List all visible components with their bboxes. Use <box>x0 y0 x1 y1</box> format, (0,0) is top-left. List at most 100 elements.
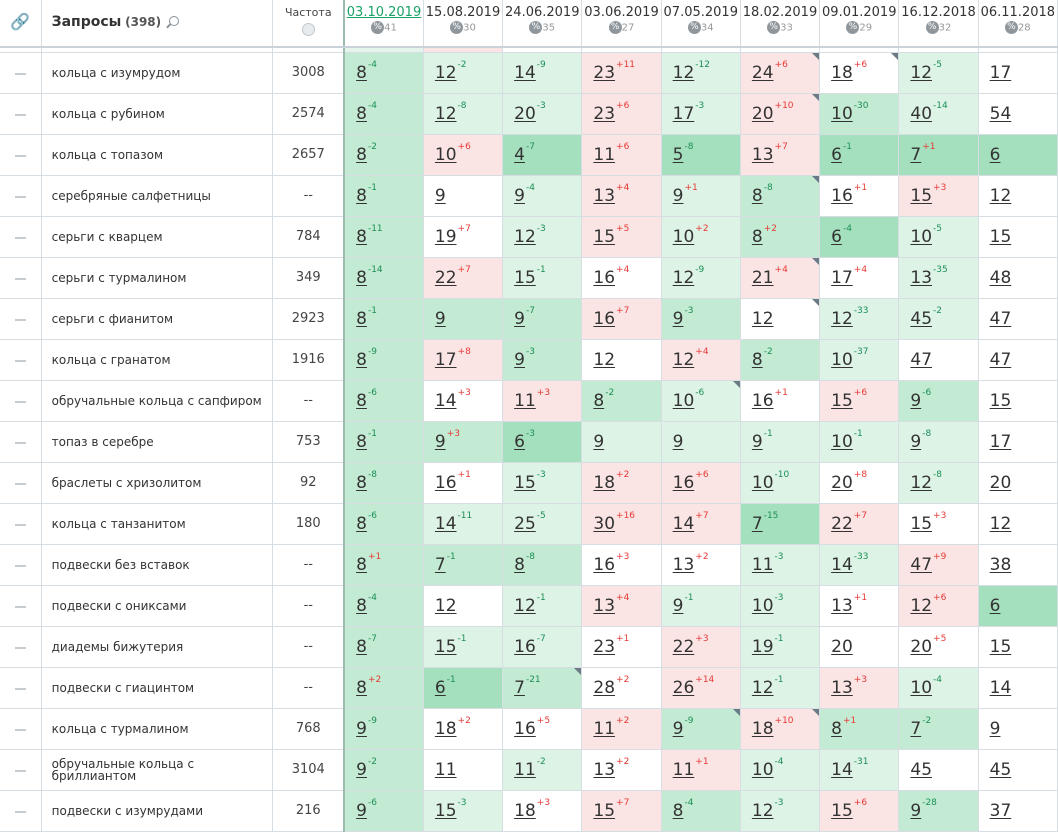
row-toggle[interactable] <box>0 175 42 217</box>
link-column-header[interactable]: 🔗 <box>0 0 42 48</box>
position-link[interactable]: 14 <box>989 677 1012 698</box>
minus-icon[interactable] <box>14 236 26 239</box>
position-link[interactable]: 47 <box>989 308 1012 329</box>
minus-icon[interactable] <box>14 154 26 157</box>
position-link[interactable]: 15 <box>910 513 933 534</box>
position-link[interactable]: 15 <box>514 267 536 288</box>
position-link[interactable]: 21 <box>751 267 774 288</box>
position-cell[interactable]: 12-2 <box>423 52 504 94</box>
position-cell[interactable]: 9-9 <box>343 708 424 750</box>
position-link[interactable]: 12 <box>672 62 695 83</box>
position-cell[interactable]: 13+2 <box>661 544 741 586</box>
position-link[interactable]: 11 <box>434 759 457 780</box>
position-cell[interactable]: 10+2 <box>661 216 741 258</box>
position-cell[interactable]: 9-3 <box>502 339 583 381</box>
position-link[interactable]: 10 <box>910 226 933 247</box>
position-cell[interactable]: 15+5 <box>581 216 662 258</box>
position-cell[interactable]: 12 <box>978 503 1058 545</box>
date-label[interactable]: 24.06.2019 <box>505 5 580 20</box>
position-link[interactable]: 38 <box>989 554 1012 575</box>
position-cell[interactable]: 6-1 <box>819 134 900 176</box>
position-link[interactable]: 20 <box>831 472 853 493</box>
position-cell[interactable]: 16+6 <box>661 462 741 504</box>
position-cell[interactable]: 11-2 <box>502 749 583 791</box>
position-link[interactable]: 13 <box>593 595 616 616</box>
position-link[interactable]: 9 <box>356 800 367 821</box>
position-link[interactable]: 20 <box>751 103 774 124</box>
position-link[interactable]: 10 <box>672 226 695 247</box>
position-link[interactable]: 10 <box>751 759 774 780</box>
position-cell[interactable]: 13-35 <box>898 257 979 299</box>
position-link[interactable]: 23 <box>593 636 616 657</box>
position-cell[interactable]: 9-4 <box>502 175 583 217</box>
position-link[interactable]: 9 <box>672 595 684 616</box>
position-cell[interactable]: 9 <box>423 298 504 340</box>
position-link[interactable]: 16 <box>672 472 695 493</box>
position-cell[interactable]: 9 <box>661 421 741 463</box>
position-cell[interactable]: 17 <box>978 421 1058 463</box>
row-toggle[interactable] <box>0 298 42 340</box>
position-cell[interactable]: 12-1 <box>502 585 583 627</box>
position-link[interactable]: 10 <box>672 390 695 411</box>
queries-column-header[interactable]: Запросы (398) <box>41 0 274 48</box>
row-toggle[interactable] <box>0 544 42 586</box>
position-link[interactable]: 13 <box>593 759 616 780</box>
position-cell[interactable]: 23+1 <box>581 626 662 668</box>
position-link[interactable]: 11 <box>593 144 616 165</box>
position-cell[interactable]: 9-8 <box>898 421 979 463</box>
position-cell[interactable]: 15-3 <box>423 790 504 832</box>
position-link[interactable]: 13 <box>751 144 774 165</box>
position-cell[interactable]: 8+2 <box>343 667 424 709</box>
position-cell[interactable]: 38 <box>978 544 1058 586</box>
position-cell[interactable]: 8-1 <box>343 421 424 463</box>
position-cell[interactable]: 20-3 <box>502 93 583 135</box>
minus-icon[interactable] <box>14 277 26 280</box>
position-link[interactable]: 12 <box>910 472 933 493</box>
position-link[interactable]: 8 <box>356 226 367 247</box>
position-link[interactable]: 22 <box>831 513 853 534</box>
position-cell[interactable]: 15+6 <box>819 790 900 832</box>
position-link[interactable]: 6 <box>434 677 446 698</box>
row-toggle[interactable] <box>0 708 42 750</box>
position-cell[interactable]: 16-7 <box>502 626 583 668</box>
position-link[interactable]: 9 <box>356 718 367 739</box>
position-cell[interactable]: 8-14 <box>343 257 424 299</box>
position-link[interactable]: 16 <box>831 185 853 206</box>
position-cell[interactable]: 8-4 <box>661 790 741 832</box>
position-link[interactable]: 9 <box>514 308 525 329</box>
position-cell[interactable]: 15+7 <box>581 790 662 832</box>
position-link[interactable]: 8 <box>356 144 367 165</box>
position-link[interactable]: 11 <box>672 759 695 780</box>
position-cell[interactable]: 12-1 <box>740 667 821 709</box>
position-cell[interactable]: 13+2 <box>581 749 662 791</box>
position-cell[interactable]: 20 <box>978 462 1058 504</box>
position-cell[interactable]: 8-2 <box>343 134 424 176</box>
position-link[interactable]: 12 <box>910 595 933 616</box>
date-column-header[interactable]: 07.05.2019% 34 <box>661 0 741 48</box>
position-link[interactable]: 48 <box>989 267 1012 288</box>
position-cell[interactable]: 19-1 <box>740 626 821 668</box>
position-link[interactable]: 12 <box>514 595 536 616</box>
date-label[interactable]: 03.10.2019 <box>346 5 422 20</box>
position-link[interactable]: 8 <box>751 185 763 206</box>
date-label[interactable]: 16.12.2018 <box>901 5 976 20</box>
date-label[interactable]: 18.02.2019 <box>742 5 818 20</box>
globe-icon[interactable] <box>301 23 315 36</box>
position-link[interactable]: 28 <box>593 677 616 698</box>
position-link[interactable]: 11 <box>514 390 536 411</box>
position-link[interactable]: 10 <box>831 431 853 452</box>
position-cell[interactable]: 16+5 <box>502 708 583 750</box>
position-cell[interactable]: 8-8 <box>740 175 821 217</box>
position-link[interactable]: 8 <box>356 595 367 616</box>
date-column-header[interactable]: 06.11.2018% 28 <box>978 0 1058 48</box>
position-link[interactable]: 8 <box>356 677 367 698</box>
position-cell[interactable]: 23+11 <box>581 52 662 94</box>
position-cell[interactable]: 28+2 <box>581 667 662 709</box>
position-cell[interactable]: 9-1 <box>661 585 741 627</box>
frequency-column-header[interactable]: Частота <box>272 0 345 48</box>
position-cell[interactable]: 13+4 <box>581 175 662 217</box>
position-link[interactable]: 12 <box>751 308 774 329</box>
position-link[interactable]: 45 <box>989 759 1012 780</box>
minus-icon[interactable] <box>14 728 26 731</box>
position-cell[interactable]: 6 <box>978 585 1058 627</box>
